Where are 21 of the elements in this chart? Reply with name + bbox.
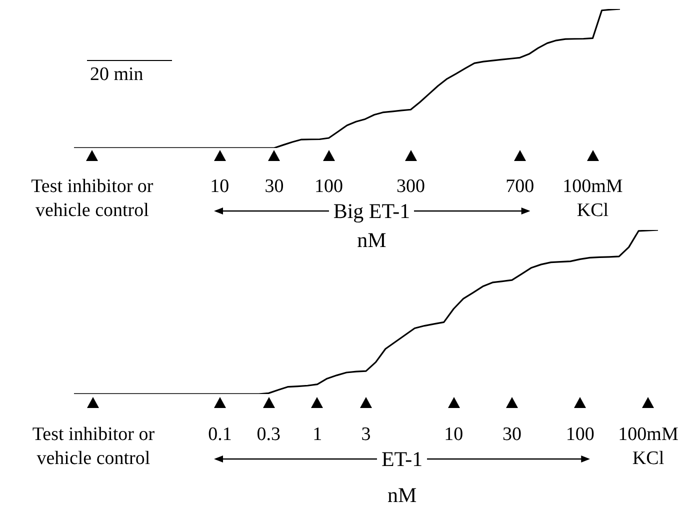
text: nM [383,483,421,507]
x-tick-label: 100mM KCl [617,423,680,471]
x-tick-label: 30 [264,175,285,199]
annotation: nM [353,228,390,252]
x-tick-label: 0.3 [256,423,282,447]
x-tick-label: Test inhibitor or vehicle control [31,423,156,471]
x-tick-label: 0.1 [207,423,233,447]
x-tick-label: 100 [564,423,596,447]
text: Big ET-1 [329,199,414,223]
x-tick-label: Test inhibitor or vehicle control [30,175,154,223]
x-tick-label: 3 [360,423,372,447]
x-tick-label: 100mM KCl [562,175,624,223]
x-tick-label: 300 [395,175,426,199]
x-tick-label: 1 [312,423,324,447]
x-tick-label: 700 [504,175,536,199]
x-axis-title: 20 min [90,64,144,86]
text: ET-1 [377,447,427,471]
x-tick-label: 10 [209,175,230,199]
x-tick-label: 100 [314,175,344,199]
x-tick-label: 10 [443,423,464,447]
x-tick-label: 30 [502,423,522,447]
